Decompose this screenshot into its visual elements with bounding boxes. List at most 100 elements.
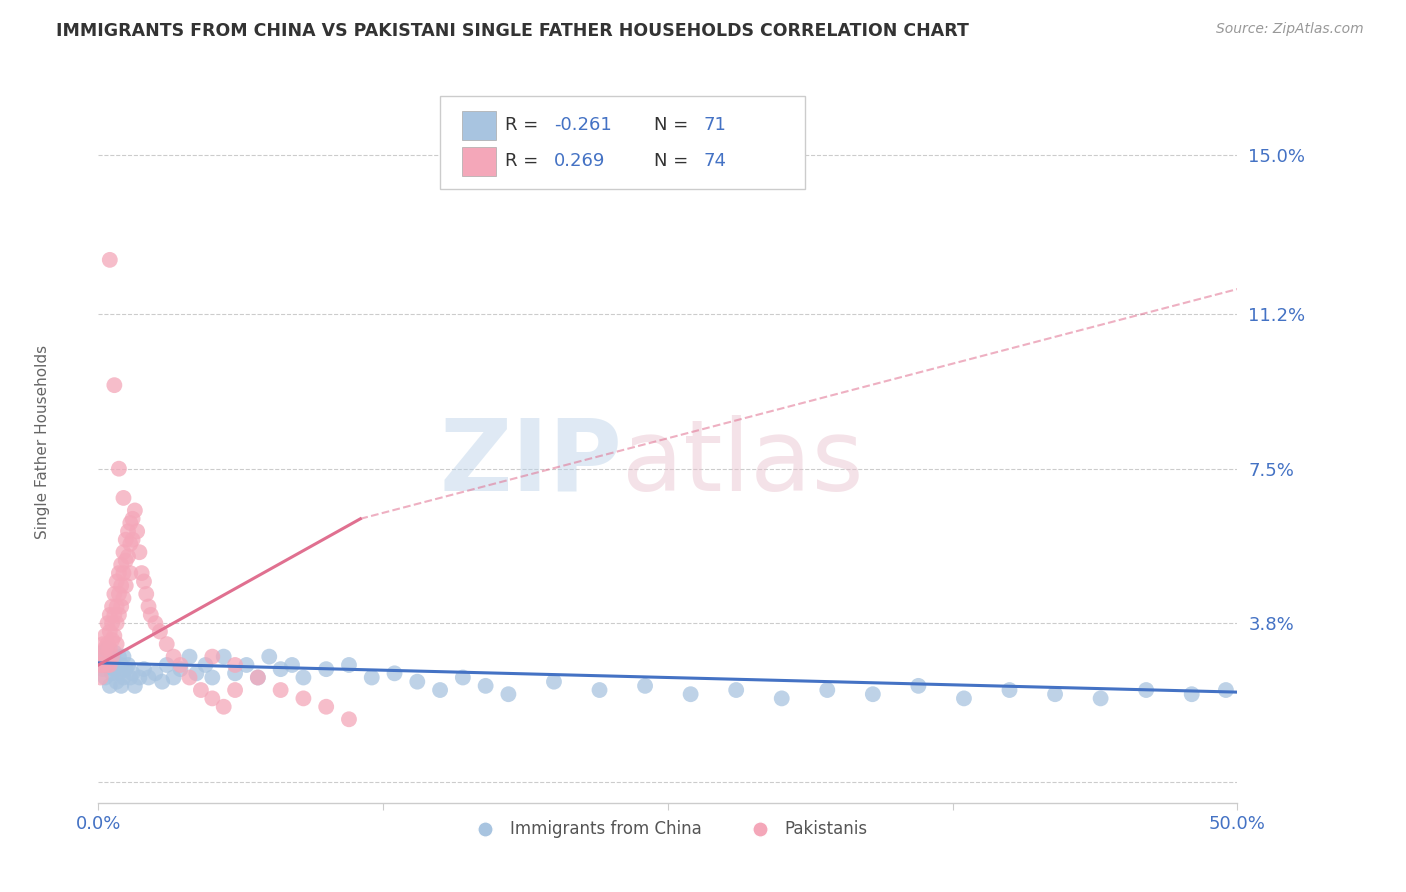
Point [186, 666, 208, 681]
Point [156, 637, 179, 651]
Legend: Immigrants from China, Pakistanis: Immigrants from China, Pakistanis [461, 814, 875, 845]
Text: atlas: atlas [623, 415, 863, 512]
Point [105, 599, 128, 614]
Point [150, 674, 173, 689]
Point [103, 662, 125, 676]
Point [162, 649, 184, 664]
Point [110, 679, 132, 693]
Point [121, 533, 143, 547]
Point [384, 666, 406, 681]
Point [117, 524, 139, 539]
Point [114, 553, 136, 567]
Point [96, 616, 118, 631]
Point [1090, 691, 1112, 706]
Point [132, 574, 155, 589]
Point [101, 649, 124, 664]
Point [135, 587, 157, 601]
Point [179, 649, 201, 664]
Text: R =: R = [505, 153, 538, 170]
Point [138, 671, 160, 685]
Point [90, 657, 112, 672]
Point [162, 671, 184, 685]
Point [108, 666, 131, 681]
Point [337, 712, 360, 726]
Point [201, 649, 224, 664]
Point [103, 378, 125, 392]
Point [91, 657, 114, 672]
Point [498, 687, 520, 701]
Point [98, 607, 121, 622]
Point [98, 654, 121, 668]
Text: -0.261: -0.261 [554, 116, 612, 134]
Point [110, 558, 132, 572]
Point [94, 649, 117, 664]
Point [281, 657, 304, 672]
Point [127, 524, 149, 539]
Text: ZIP: ZIP [440, 415, 623, 512]
Point [101, 616, 124, 631]
FancyBboxPatch shape [461, 111, 496, 139]
Point [169, 662, 191, 676]
Point [360, 671, 382, 685]
Point [112, 545, 135, 559]
Point [634, 679, 657, 693]
Point [212, 699, 235, 714]
Point [94, 629, 117, 643]
Point [110, 657, 132, 672]
Point [103, 587, 125, 601]
Point [451, 671, 474, 685]
Point [101, 666, 124, 681]
Point [117, 657, 139, 672]
Point [169, 657, 191, 672]
FancyBboxPatch shape [440, 96, 804, 189]
Point [1135, 683, 1157, 698]
Text: 71: 71 [703, 116, 725, 134]
Point [120, 566, 142, 580]
Point [474, 679, 496, 693]
Point [96, 657, 118, 672]
Point [96, 657, 118, 672]
Point [96, 641, 118, 656]
Point [224, 657, 246, 672]
Point [110, 599, 132, 614]
Point [725, 683, 748, 698]
Text: N =: N = [654, 116, 689, 134]
Point [103, 645, 125, 659]
Point [212, 649, 235, 664]
Point [124, 679, 146, 693]
Point [108, 587, 131, 601]
Point [246, 671, 269, 685]
Point [337, 657, 360, 672]
FancyBboxPatch shape [461, 147, 496, 176]
Text: IMMIGRANTS FROM CHINA VS PAKISTANI SINGLE FATHER HOUSEHOLDS CORRELATION CHART: IMMIGRANTS FROM CHINA VS PAKISTANI SINGL… [56, 22, 969, 40]
Point [112, 591, 135, 606]
Point [201, 671, 224, 685]
Point [112, 491, 135, 505]
Point [101, 649, 124, 664]
Point [815, 683, 838, 698]
Point [1215, 683, 1237, 698]
Point [105, 616, 128, 631]
Point [103, 607, 125, 622]
Point [112, 649, 135, 664]
Point [121, 512, 143, 526]
Point [91, 649, 114, 664]
Point [101, 599, 124, 614]
Point [120, 537, 142, 551]
Text: 74: 74 [703, 153, 725, 170]
Point [149, 624, 172, 639]
Point [770, 691, 793, 706]
Point [103, 629, 125, 643]
Point [145, 666, 167, 681]
Point [543, 674, 565, 689]
Point [132, 662, 155, 676]
Point [679, 687, 702, 701]
Point [292, 691, 315, 706]
Point [120, 671, 142, 685]
Point [156, 657, 179, 672]
Point [270, 662, 292, 676]
Point [114, 533, 136, 547]
Point [105, 674, 128, 689]
Point [138, 599, 160, 614]
Text: N =: N = [654, 153, 689, 170]
